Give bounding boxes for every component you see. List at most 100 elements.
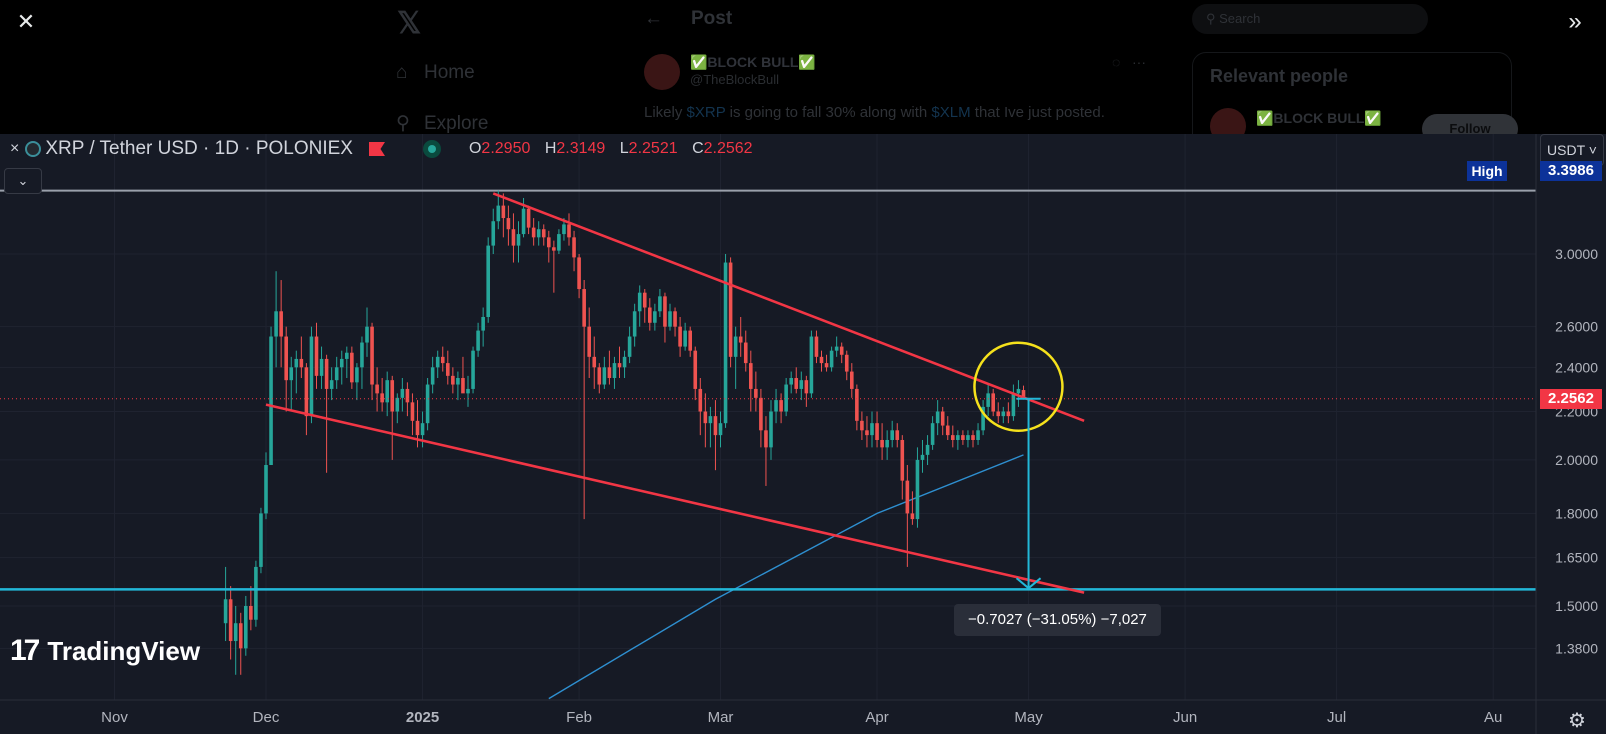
nav-home-label: Home (424, 62, 475, 83)
candle (678, 316, 682, 357)
y-tick-label: 1.3800 (1555, 640, 1598, 656)
tradingview-logo[interactable]: 17 TradingView (10, 634, 200, 668)
grok-icon[interactable]: ◌ (1112, 54, 1121, 70)
candle-body (430, 367, 435, 385)
x-logo-icon: 𝕏 (397, 7, 422, 40)
candle-body (425, 384, 430, 424)
candle (360, 336, 364, 389)
candle-body (622, 356, 627, 368)
flag-icon[interactable] (368, 142, 385, 156)
x-tick-label: Nov (101, 709, 128, 726)
candle (875, 411, 879, 448)
follow-button[interactable]: Follow (1422, 114, 1518, 134)
candle-body (481, 316, 485, 331)
collapse-legend-button[interactable]: ⌄ (4, 168, 42, 194)
expand-icon[interactable]: » (1568, 8, 1582, 35)
candle-body (304, 367, 309, 417)
post-author-name[interactable]: ✅BLOCK BULL✅ (690, 54, 816, 70)
candle (587, 307, 591, 379)
candle (799, 371, 804, 401)
candle-body (405, 388, 410, 403)
market-status-icon[interactable] (422, 140, 441, 158)
relevant-people-title: Relevant people (1210, 66, 1349, 86)
candle-body (971, 435, 975, 440)
candle (809, 330, 814, 398)
tradingview-chart[interactable]: 3.0000 2.6000 2.4000 2.2000 2.0000 1.8000 1.65… (0, 134, 1606, 734)
candle-body (713, 416, 718, 436)
avatar[interactable] (1210, 108, 1246, 134)
candle-body (910, 513, 915, 520)
candle-body (976, 430, 980, 440)
chart-svg[interactable]: 3.00002.60002.40002.20002.00001.80001.65… (0, 134, 1606, 734)
candle (925, 435, 930, 466)
candle (981, 400, 985, 436)
candle-body (673, 311, 677, 327)
x-tick-label: 2025 (406, 709, 439, 726)
candle-body (754, 388, 758, 398)
candle (976, 423, 980, 445)
close-icon[interactable]: ✕ (16, 9, 36, 34)
post-header: ← Post (644, 8, 732, 30)
candle-body (935, 411, 940, 424)
candle (880, 423, 884, 460)
candle-body (355, 367, 359, 383)
open-key: O (468, 140, 482, 157)
candle (733, 326, 738, 389)
candle (819, 350, 824, 372)
candle-body (961, 435, 965, 440)
candle-body (390, 380, 395, 412)
candle (617, 346, 622, 379)
nav-item-home[interactable]: ⌂ Home (396, 62, 475, 84)
candle-body (567, 224, 571, 238)
candle (971, 430, 975, 448)
high-price-tag: 3.3986 (1540, 160, 1602, 181)
candle (233, 606, 238, 675)
candle (536, 221, 541, 246)
candle (966, 430, 970, 448)
candle-body (774, 400, 778, 412)
relevant-people-card (1192, 52, 1512, 134)
back-arrow-icon[interactable]: ← (644, 8, 663, 29)
candle-body (547, 237, 551, 248)
candle (294, 350, 299, 394)
x-tick-label: Dec (253, 709, 280, 726)
post-tag-xlm[interactable]: $XLM (931, 104, 971, 121)
settings-icon[interactable]: ⚙ (1568, 710, 1586, 732)
candle-body (264, 465, 268, 514)
search-input[interactable]: ⚲ Search (1192, 4, 1428, 34)
post-author-handle[interactable]: @TheBlockBull (690, 72, 780, 87)
candle (738, 316, 743, 357)
candle-body (440, 356, 445, 364)
candle-body (602, 367, 607, 385)
candle (430, 356, 435, 394)
candle-body (764, 430, 768, 448)
candle (289, 356, 294, 412)
post-tag-xrp[interactable]: $XRP (686, 104, 726, 121)
candle (951, 425, 955, 448)
candle (339, 350, 344, 385)
symbol-title[interactable]: XRP / Tether USD · 1D · POLONIEX (45, 138, 353, 159)
candle (784, 378, 788, 417)
candle-body (334, 367, 339, 381)
candle-body (572, 237, 576, 258)
relevant-person-name[interactable]: ✅BLOCK BULL✅ (1256, 110, 1382, 126)
close-legend-icon[interactable]: × (10, 140, 20, 157)
candle-body (521, 208, 526, 235)
candle-body (870, 423, 874, 436)
candle-body (506, 218, 511, 230)
x-tick-label: May (1014, 709, 1043, 726)
candle (637, 285, 642, 327)
candle (844, 350, 849, 381)
candle (355, 363, 359, 401)
candle-body (329, 380, 334, 389)
more-icon[interactable]: ··· (1132, 54, 1146, 70)
nav-item-explore[interactable]: ⚲ Explore (396, 112, 488, 134)
candle (834, 336, 839, 357)
candle (244, 595, 248, 656)
candle-body (380, 393, 384, 403)
x-tick-label: Mar (708, 709, 734, 726)
candle-body (844, 354, 849, 372)
candle-body (269, 336, 273, 466)
candle-body (1006, 411, 1011, 417)
avatar[interactable] (644, 54, 680, 90)
